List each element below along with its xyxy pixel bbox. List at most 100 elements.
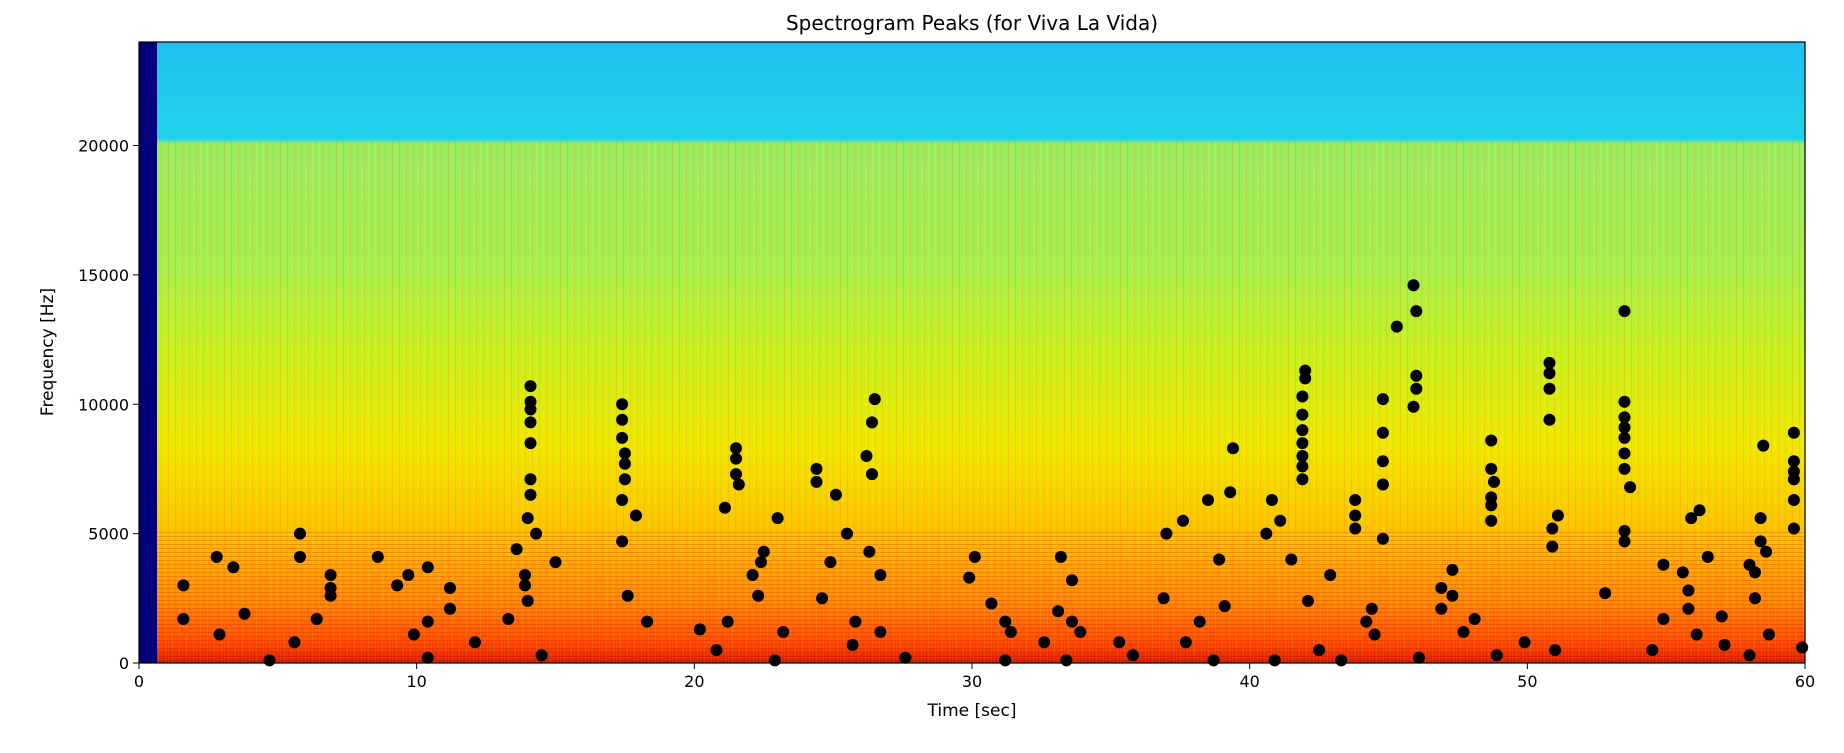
peak-point	[1618, 462, 1631, 475]
spectrogram-harmonic-lines	[157, 530, 1805, 663]
peak-point	[288, 636, 301, 649]
peak-point	[1265, 494, 1278, 506]
peak-point	[860, 450, 873, 462]
peak-point	[868, 393, 881, 406]
peak-point	[1296, 473, 1309, 486]
peak-point	[1207, 654, 1220, 667]
peak-point	[469, 636, 481, 649]
x-tick-label: 60	[1795, 672, 1815, 691]
peak-point	[1446, 589, 1459, 602]
peak-point	[1754, 535, 1767, 548]
peak-point	[968, 550, 981, 563]
peak-point	[407, 628, 420, 641]
peak-point	[524, 395, 537, 408]
peak-point	[1490, 649, 1503, 662]
peak-point	[502, 613, 515, 625]
peak-point	[757, 545, 770, 558]
peak-point	[1446, 563, 1459, 576]
peak-point	[1066, 574, 1078, 587]
peak-point	[1410, 369, 1423, 382]
peak-point	[849, 615, 862, 628]
peak-point	[618, 473, 631, 486]
peak-point	[1349, 509, 1362, 522]
peak-point	[730, 452, 742, 465]
peak-point	[294, 527, 306, 540]
peak-point	[999, 615, 1012, 628]
peak-point	[616, 398, 629, 411]
peak-point	[521, 594, 534, 607]
peak-point	[1260, 527, 1273, 540]
peak-point	[524, 488, 537, 501]
peak-point	[1376, 426, 1389, 439]
y-axis-label: Frequency [Hz]	[38, 288, 58, 416]
peak-point	[535, 649, 548, 662]
peak-point	[1407, 400, 1420, 413]
peak-point	[746, 569, 759, 581]
spectrogram-silence-band	[139, 42, 157, 663]
peak-point	[1618, 431, 1631, 444]
peak-point	[1701, 550, 1714, 563]
peak-point	[777, 626, 790, 638]
peak-point	[1787, 455, 1800, 468]
peak-point	[421, 615, 434, 628]
peak-point	[1066, 615, 1078, 628]
peak-point	[1410, 305, 1423, 318]
peak-point	[1160, 527, 1173, 540]
peak-point	[1676, 566, 1689, 579]
peak-point	[1543, 367, 1556, 380]
peak-point	[1054, 550, 1067, 563]
peak-point	[841, 527, 853, 540]
peak-point	[1302, 594, 1314, 607]
peak-point	[1365, 602, 1378, 615]
peak-point	[863, 545, 876, 558]
peak-point	[1682, 602, 1695, 615]
peak-point	[621, 589, 634, 602]
peak-point	[999, 654, 1012, 667]
peak-point	[1202, 494, 1214, 506]
peak-point	[721, 615, 734, 628]
peak-point	[1543, 382, 1556, 395]
peak-point	[549, 556, 562, 569]
peak-point	[402, 569, 415, 581]
peak-point	[752, 589, 765, 602]
peak-point	[1543, 356, 1556, 369]
peak-point	[846, 638, 859, 651]
peak-point	[1787, 522, 1800, 535]
peak-point	[1488, 475, 1500, 488]
peak-point	[630, 509, 642, 522]
peak-point	[1618, 525, 1631, 537]
peak-point	[1179, 636, 1192, 649]
peak-point	[1618, 421, 1631, 434]
peak-point	[294, 550, 306, 563]
peak-point	[1518, 636, 1531, 649]
peak-point	[1285, 553, 1298, 566]
peak-point	[1299, 364, 1312, 377]
peak-point	[1193, 615, 1206, 628]
peak-point	[421, 651, 434, 664]
peak-point	[524, 380, 537, 393]
peak-point	[1693, 504, 1706, 517]
y-tick-label: 0	[119, 654, 129, 673]
x-tick-label: 0	[134, 672, 144, 691]
peak-point	[1296, 424, 1309, 437]
peak-point	[1485, 434, 1498, 447]
y-tick-label: 5000	[88, 525, 129, 544]
peak-point	[866, 416, 878, 429]
peak-point	[618, 457, 631, 470]
peak-point	[1376, 532, 1389, 545]
peak-point	[1657, 558, 1670, 571]
peak-point	[421, 561, 434, 574]
peak-point	[1127, 649, 1139, 662]
peak-markers	[177, 279, 1809, 667]
peak-point	[1349, 494, 1362, 506]
peak-point	[1360, 615, 1373, 628]
peak-point	[324, 569, 337, 581]
peak-point	[530, 527, 543, 540]
peak-point	[1646, 644, 1659, 657]
peak-point	[444, 602, 456, 615]
peak-point	[227, 561, 240, 574]
peak-point	[519, 579, 531, 592]
y-axis-ticks: 0 5000 10000 15000 20000	[78, 137, 139, 673]
